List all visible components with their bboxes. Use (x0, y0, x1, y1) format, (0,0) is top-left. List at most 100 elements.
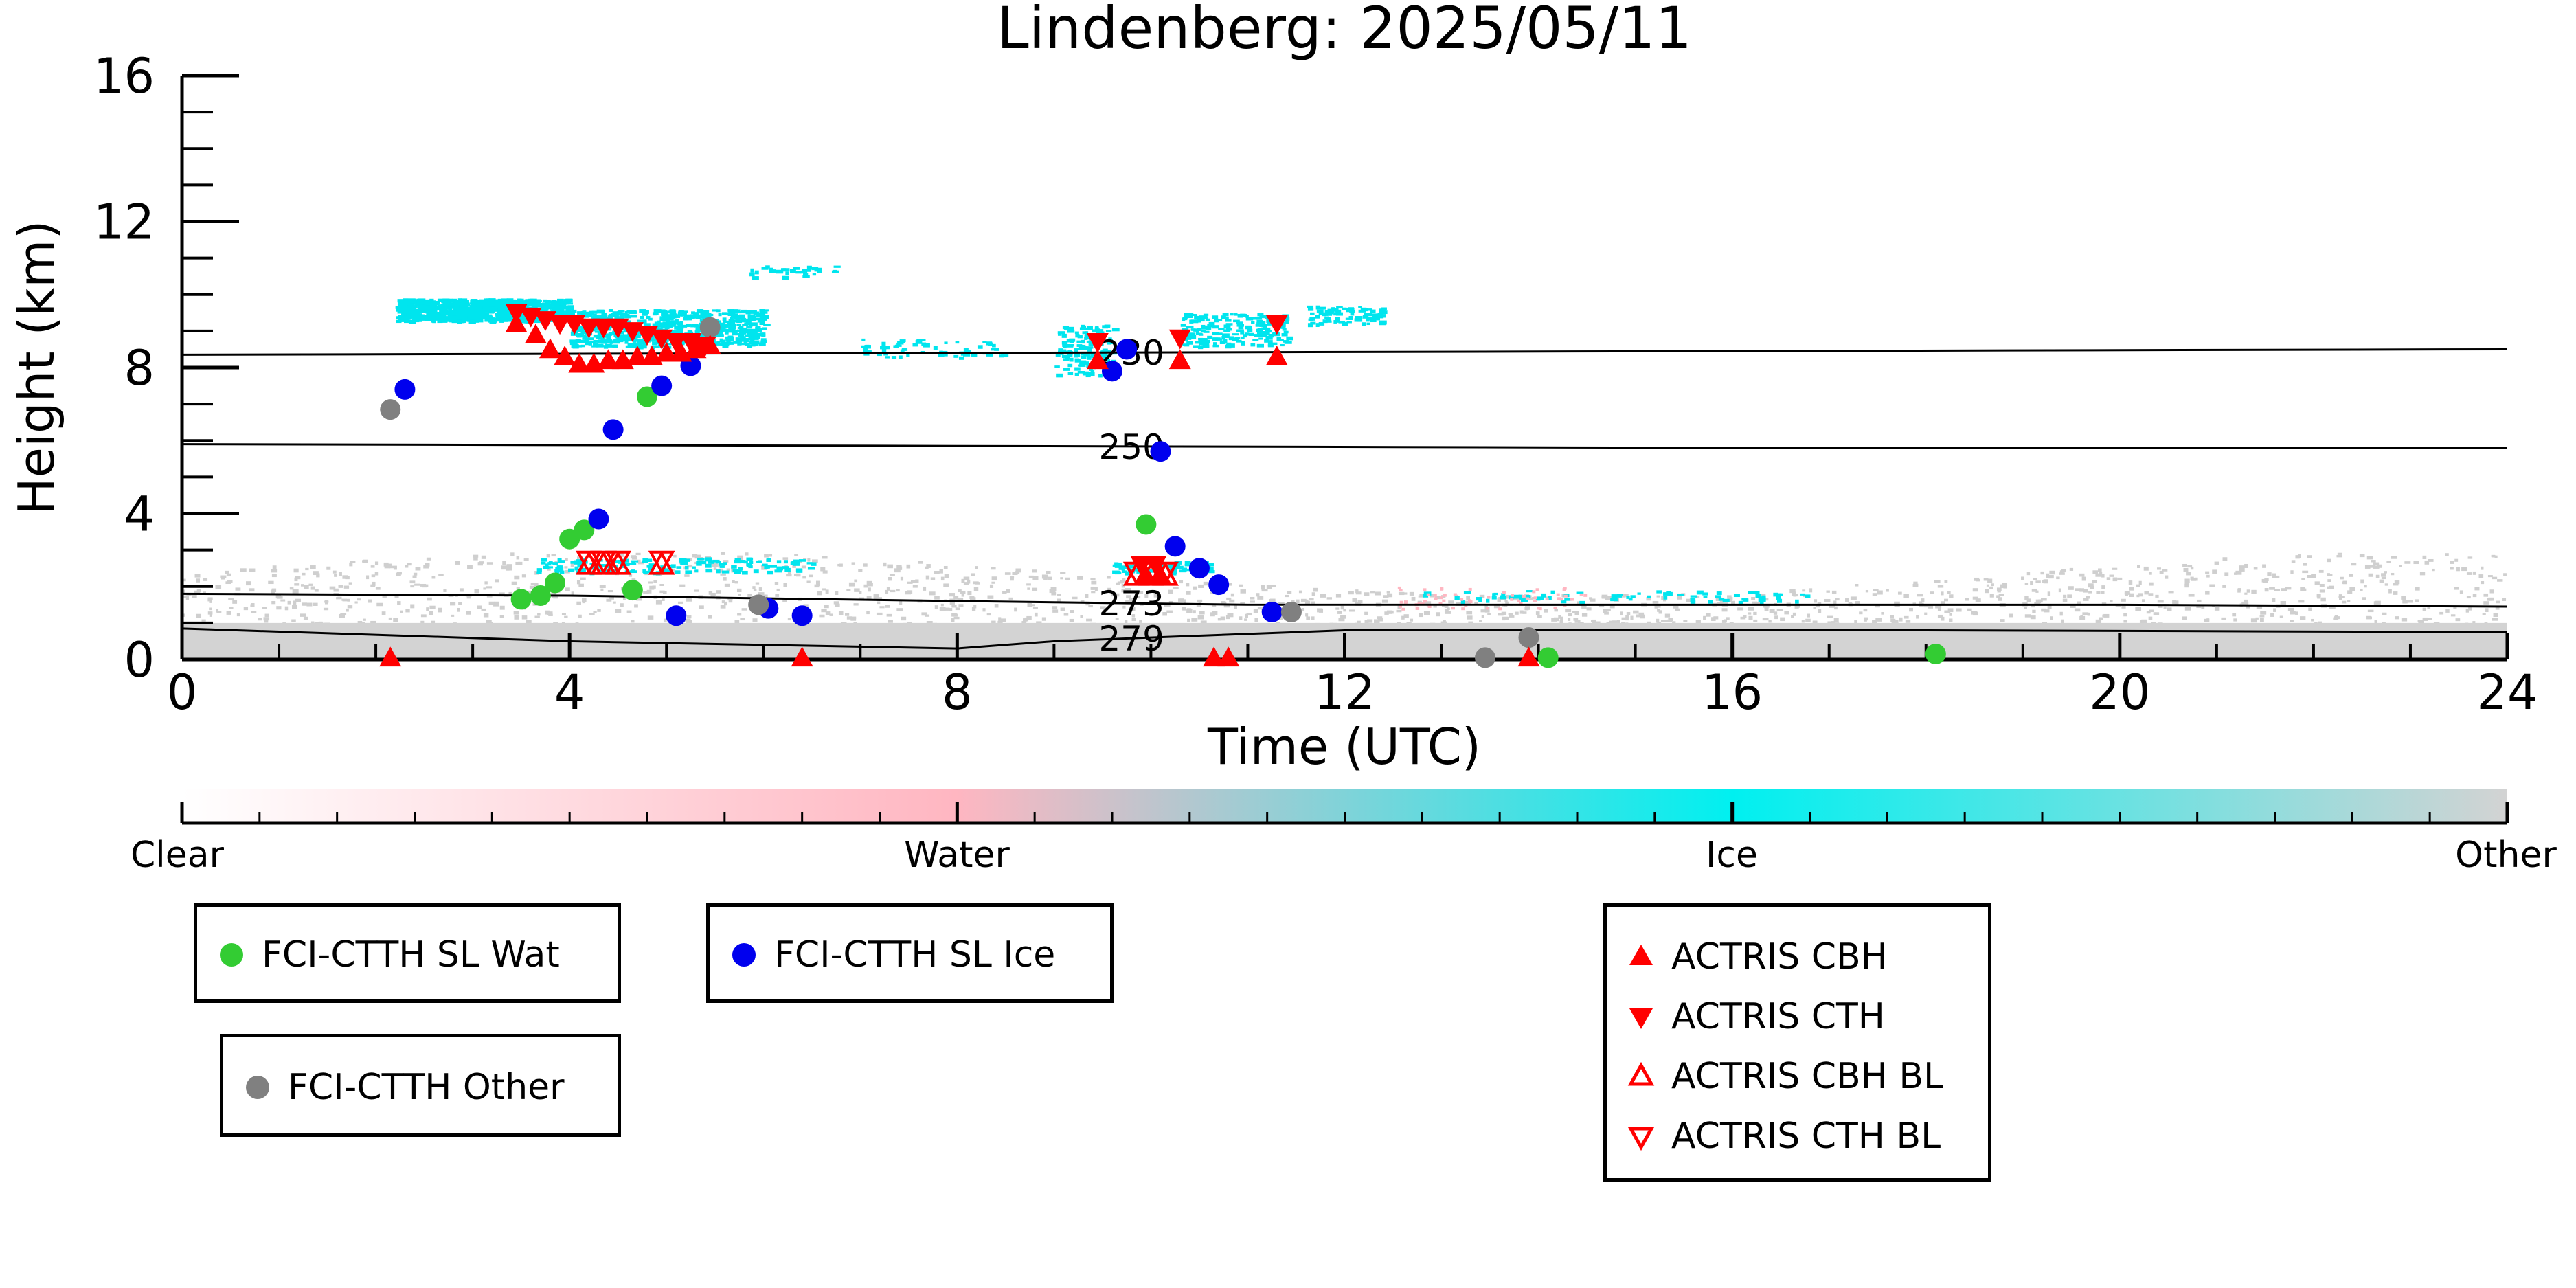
bg-other-pixel (2369, 565, 2376, 568)
bg-other-pixel (2307, 555, 2312, 558)
bg-other-pixel (473, 557, 478, 561)
bg-other-pixel (1257, 607, 1261, 610)
bg-ice-pixel (488, 318, 493, 323)
bg-other-pixel (2403, 618, 2406, 620)
bg-ice-pixel (658, 322, 665, 326)
bg-other-pixel (1805, 618, 1811, 622)
bg-other-pixel (1917, 594, 1923, 597)
bg-other-pixel (1094, 587, 1098, 591)
bg-ice-pixel (1248, 332, 1254, 336)
bg-ice-pixel (754, 332, 758, 335)
bg-ice-pixel (554, 304, 560, 307)
bg-other-pixel (752, 618, 758, 622)
bg-other-pixel (886, 613, 892, 617)
bg-other-pixel (1343, 609, 1346, 612)
bg-ice-pixel (622, 313, 628, 316)
bg-other-pixel (786, 574, 792, 577)
bg-other-pixel (2422, 555, 2427, 559)
bg-other-pixel (987, 595, 994, 599)
bg-other-pixel (631, 578, 636, 581)
bg-ice-pixel (736, 340, 743, 343)
bg-ice-pixel (437, 299, 444, 302)
bg-ice-pixel (404, 310, 409, 313)
bg-other-pixel (2049, 570, 2055, 575)
bg-other-pixel (1633, 610, 1639, 614)
bg-other-pixel (1227, 613, 1234, 618)
bg-ice-pixel (1760, 600, 1764, 605)
bg-ice-pixel (681, 313, 687, 317)
bg-other-pixel (1186, 591, 1191, 595)
bg-ice-pixel (898, 355, 903, 359)
bg-ice-pixel (763, 324, 771, 327)
bg-ice-pixel (448, 310, 454, 313)
bg-other-pixel (713, 567, 717, 570)
bg-other-pixel (1479, 594, 1485, 598)
bg-ice-pixel (776, 566, 783, 571)
bg-other-pixel (207, 597, 213, 600)
bg-ice-pixel (506, 313, 510, 318)
bg-ice-pixel (1513, 596, 1518, 599)
bg-other-pixel (686, 618, 691, 622)
bg-other-pixel (291, 619, 296, 622)
bg-other-pixel (2336, 555, 2343, 558)
bg-ice-pixel (442, 309, 448, 313)
bg-other-pixel (887, 564, 893, 569)
bg-other-pixel (326, 566, 331, 570)
bg-other-pixel (1814, 599, 1818, 603)
bg-other-pixel (2384, 583, 2388, 586)
bg-other-pixel (565, 587, 570, 591)
bg-other-pixel (1115, 618, 1119, 620)
bg-ice-pixel (784, 567, 791, 572)
bg-other-pixel (483, 613, 489, 618)
bg-other-pixel (1386, 610, 1392, 614)
bg-ice-pixel (396, 308, 404, 312)
bg-ice-pixel (862, 348, 868, 350)
bg-ice-pixel (640, 315, 644, 319)
bg-other-pixel (262, 607, 267, 609)
bg-ice-pixel (1315, 323, 1320, 328)
bg-other-pixel (1989, 586, 1993, 590)
bg-ice-pixel (593, 339, 601, 343)
bg-other-pixel (2059, 570, 2064, 575)
bg-other-pixel (2000, 619, 2005, 622)
bg-ice-pixel (559, 570, 565, 574)
bg-other-pixel (1381, 599, 1388, 603)
bg-other-pixel (431, 620, 436, 624)
bg-other-pixel (926, 564, 931, 568)
bg-ice-pixel (697, 557, 705, 561)
bg-ice-pixel (1198, 333, 1204, 336)
bg-other-pixel (276, 606, 282, 610)
bg-other-pixel (275, 595, 282, 598)
bg-other-pixel (907, 590, 913, 594)
bg-ice-pixel (1194, 316, 1201, 320)
bg-ice-pixel (1743, 598, 1749, 602)
bg-other-pixel (1015, 568, 1021, 573)
bg-ice-pixel (1795, 599, 1799, 604)
bg-other-pixel (474, 589, 479, 594)
bg-ice-pixel (881, 341, 886, 346)
bg-ice-pixel (674, 319, 679, 323)
bg-ice-pixel (1379, 321, 1386, 326)
bg-other-pixel (2241, 601, 2246, 605)
bg-ice-pixel (1074, 359, 1081, 363)
bg-other-pixel (2024, 607, 2027, 609)
bg-ice-pixel (456, 319, 463, 323)
bg-other-pixel (1897, 591, 1902, 595)
bg-ice-pixel (442, 306, 449, 310)
bg-other-pixel (1090, 578, 1096, 580)
bg-other-pixel (866, 611, 870, 615)
bg-ice-pixel (425, 300, 429, 304)
bg-other-pixel (2047, 591, 2051, 596)
bg-other-pixel (486, 562, 493, 565)
bg-ice-pixel (1208, 321, 1215, 326)
bg-other-pixel (2186, 572, 2191, 576)
bg-other-pixel (2196, 605, 2202, 609)
bg-ice-pixel (444, 316, 451, 321)
bg-ice-pixel (751, 310, 757, 313)
bg-ice-pixel (1805, 594, 1811, 598)
bg-other-pixel (1899, 617, 1903, 622)
bg-ice-pixel (776, 560, 782, 564)
bg-ice-pixel (1061, 333, 1067, 338)
bg-ice-pixel (753, 569, 759, 574)
bg-other-pixel (1335, 607, 1340, 610)
